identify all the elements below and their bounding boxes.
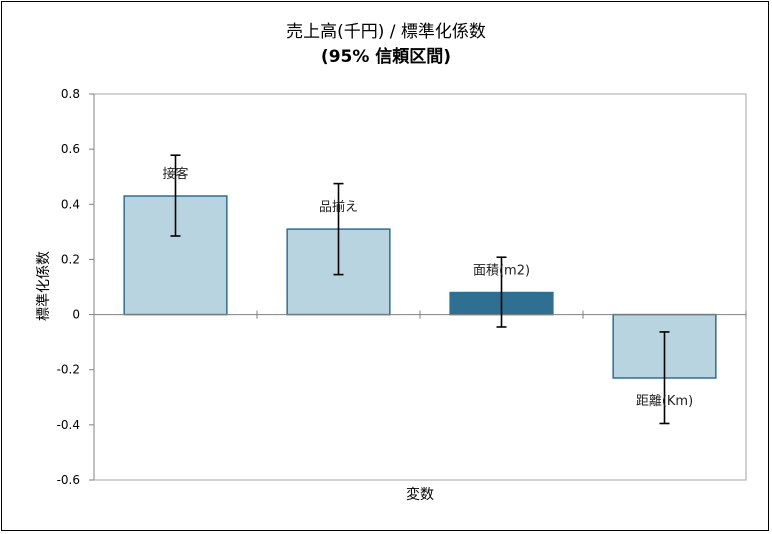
- y-tick-label: -0.4: [57, 418, 80, 432]
- error-bars-group: [170, 154, 670, 425]
- chart-title: 売上高(千円) / 標準化係数: [286, 22, 486, 42]
- category-label: 面積(m2): [473, 264, 530, 279]
- y-axis: 0.8 0.6 0.4 0.2 0 -0.2 -0.4 -0.6: [57, 87, 95, 487]
- category-label: 距離(Km): [636, 394, 693, 409]
- x-axis-label: 変数: [406, 486, 434, 503]
- chart-subtitle: (95% 信頼区間): [321, 46, 451, 67]
- y-tick-label: 0.4: [61, 197, 80, 211]
- bars-group: [123, 195, 717, 379]
- y-tick-label: 0.8: [61, 87, 80, 101]
- y-tick-label: 0: [72, 308, 80, 322]
- y-tick-label: 0.6: [61, 142, 80, 156]
- y-axis-label: 標準化係数: [36, 251, 52, 321]
- y-tick-label: -0.2: [57, 363, 80, 377]
- category-label: 品揃え: [319, 199, 358, 215]
- category-label: 接客: [162, 166, 188, 182]
- x-axis: [93, 310, 747, 319]
- y-tick-label: 0.2: [61, 252, 80, 266]
- y-tick-label: -0.6: [57, 473, 80, 487]
